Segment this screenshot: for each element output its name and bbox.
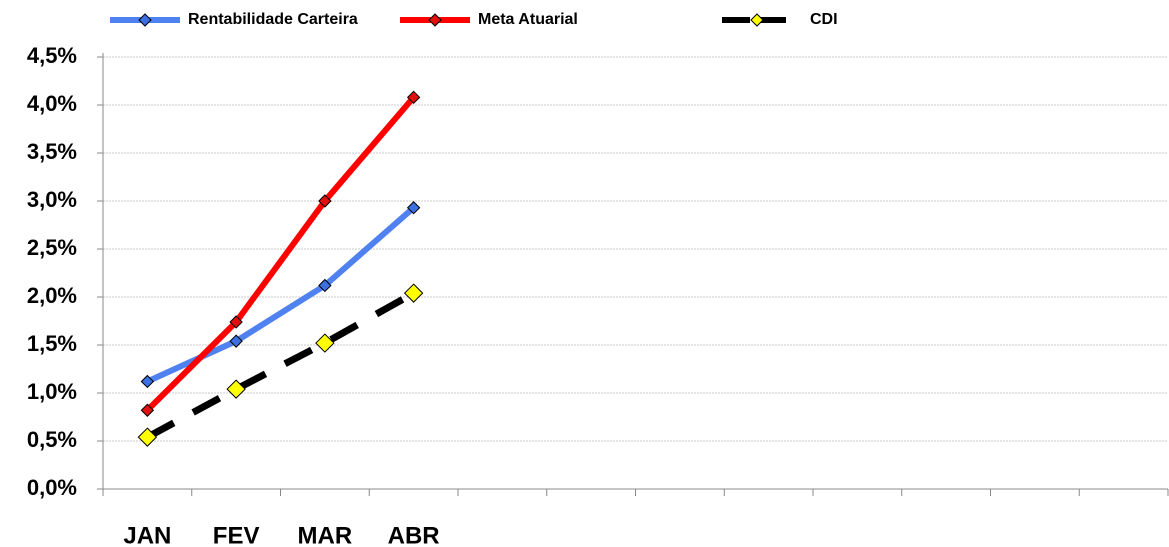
- marker: [140, 374, 155, 389]
- marker: [229, 334, 243, 348]
- x-tick-label: MAR: [298, 522, 353, 547]
- x-tick-label: JAN: [123, 522, 171, 547]
- legend-label: Rentabilidade Carteira: [188, 11, 358, 28]
- y-tick-label: 4,0%: [27, 91, 77, 116]
- marker: [318, 194, 332, 208]
- legend-marker: [138, 13, 152, 27]
- marker: [318, 278, 332, 293]
- marker: [315, 333, 335, 353]
- legend-label: Meta Atuarial: [478, 11, 578, 28]
- x-tick-label: FEV: [213, 522, 260, 547]
- series-line: [145, 95, 416, 413]
- marker: [403, 283, 424, 303]
- y-tick-label: 1,0%: [27, 379, 77, 404]
- marker: [226, 379, 246, 399]
- marker: [406, 201, 421, 215]
- y-tick-label: 2,0%: [27, 283, 77, 308]
- legend-marker: [750, 13, 764, 27]
- legend-label: CDI: [810, 11, 838, 28]
- legend-marker: [428, 13, 442, 27]
- x-tick-label: ABR: [388, 522, 440, 547]
- y-tick-label: 2,5%: [27, 235, 77, 260]
- marker: [137, 427, 158, 447]
- y-tick-label: 3,5%: [27, 139, 77, 164]
- y-tick-label: 4,5%: [27, 43, 77, 68]
- series-line: [146, 205, 416, 385]
- y-tick-label: 0,5%: [27, 427, 77, 452]
- y-tick-label: 0,0%: [27, 475, 77, 500]
- marker: [229, 315, 243, 329]
- marker: [406, 90, 421, 105]
- y-tick-label: 3,0%: [27, 187, 77, 212]
- marker: [140, 403, 155, 417]
- y-tick-label: 1,5%: [27, 331, 77, 356]
